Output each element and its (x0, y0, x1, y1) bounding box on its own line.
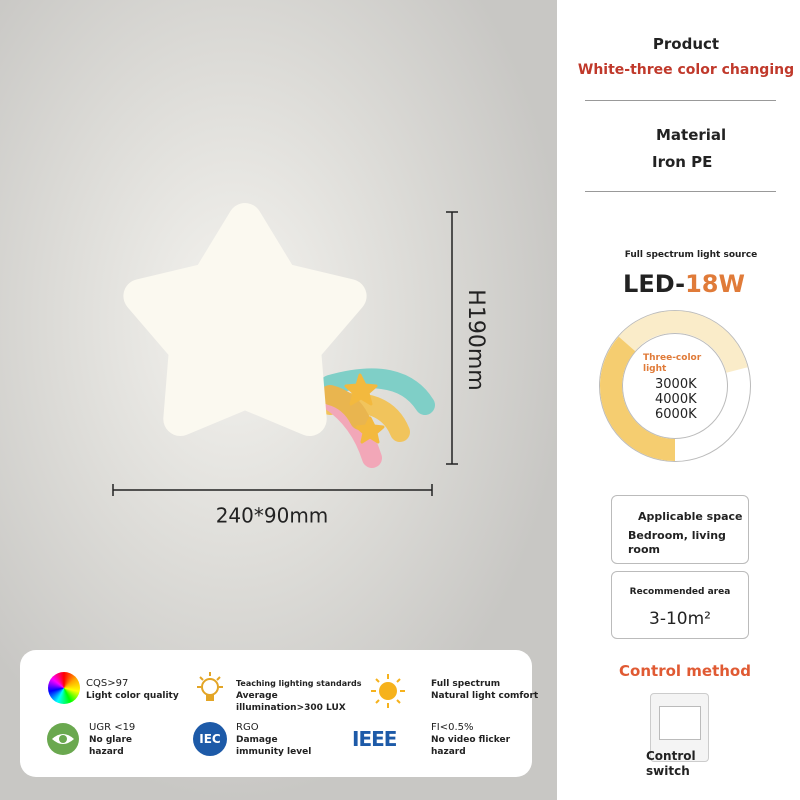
eye-icon (47, 723, 79, 755)
rainbow-tail (320, 368, 435, 468)
spec-value: Iron PE (652, 153, 713, 171)
feature: RGO Damage immunity level (236, 722, 326, 758)
feature-title: UGR <19 (89, 722, 136, 733)
switch-keys (659, 706, 701, 740)
iec-badge: IEC (193, 722, 227, 756)
star-lamp (123, 203, 367, 436)
small-star (355, 416, 385, 444)
temperatures: 3000K 4000K 6000K (655, 377, 697, 422)
led-power: LED-18W (557, 270, 800, 298)
sun-icon (371, 674, 405, 708)
area-box: Recommended area 3-10m² (611, 571, 749, 639)
spec-value: Bedroom, living room (628, 529, 726, 556)
feature-title: RGO (236, 722, 259, 733)
feature-text: No video flicker hazard (431, 735, 511, 757)
space-box: Applicable space Bedroom, living room (611, 495, 749, 564)
caption: Full spectrum light source (624, 250, 758, 260)
feature-title: Full spectrum (431, 679, 501, 689)
ring-label: Three-color light (643, 353, 702, 374)
height-label: H190mm (463, 289, 488, 390)
feature-text: Average illumination>300 LUX (236, 691, 346, 713)
small-star (344, 373, 378, 406)
temperature: 4000K (655, 392, 697, 407)
color-ring (599, 310, 751, 462)
ieee-badge: IEEE (352, 727, 397, 751)
spec-label: Product (652, 35, 720, 53)
divider (585, 191, 776, 192)
spec-value: White-three color changing (577, 62, 795, 78)
feature-text: Light color quality (86, 691, 179, 701)
spec-label: Material (656, 126, 727, 144)
spec-value: 3-10m² (649, 609, 711, 629)
width-label: 240*90mm (216, 504, 329, 528)
feature-text: No glare hazard (89, 735, 132, 757)
spec-label: Recommended area (629, 587, 731, 597)
temperature: 3000K (655, 377, 697, 392)
feature-title: FI<0.5% (431, 722, 474, 733)
led-text: LED- (623, 270, 686, 298)
feature-text: Damage immunity level (236, 735, 312, 757)
switch-icon (650, 693, 709, 762)
feature: CQS>97 Light color quality (86, 678, 186, 702)
feature: FI<0.5% No video flicker hazard (431, 722, 521, 758)
feature: Teaching lighting standards Average illum… (236, 678, 366, 714)
spec-panel: Product White-three color changing Mater… (557, 0, 800, 800)
control-label: Control method (619, 662, 751, 680)
divider (585, 100, 776, 101)
dimension-lines (112, 211, 458, 496)
feature: UGR <19 No glare hazard (89, 722, 159, 758)
temperature: 6000K (655, 407, 697, 422)
color-wheel-icon (48, 672, 80, 704)
feature-title: CQS>97 (86, 678, 129, 689)
spec-label: Applicable space (638, 510, 743, 523)
control-device: Control switch (646, 749, 696, 778)
feature: Full spectrum Natural light comfort (431, 678, 541, 702)
bulb-icon (197, 672, 223, 701)
feature-card (20, 650, 532, 777)
power-text: 18W (685, 270, 745, 298)
product-scene: H190mm 240*90mm (0, 0, 557, 800)
feature-title: Teaching lighting standards (236, 679, 362, 688)
feature-text: Natural light comfort (431, 691, 539, 701)
